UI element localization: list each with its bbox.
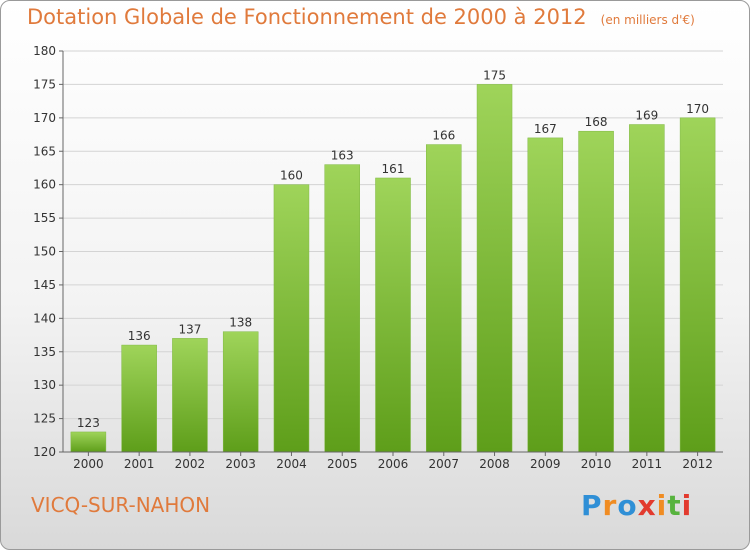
y-tick-label: 125 bbox=[33, 412, 56, 426]
title-main: Dotation Globale de Fonctionnement de 20… bbox=[27, 5, 587, 29]
data-label: 170 bbox=[686, 102, 709, 116]
logo-letter: o bbox=[617, 489, 638, 522]
bar bbox=[222, 331, 259, 453]
y-tick-label: 150 bbox=[33, 245, 56, 259]
bar bbox=[679, 117, 716, 453]
x-tick-label: 2011 bbox=[632, 457, 663, 471]
logo-letter: P bbox=[581, 489, 603, 522]
y-tick-label: 140 bbox=[33, 311, 56, 325]
data-label: 137 bbox=[178, 322, 201, 336]
x-tick-label: 2008 bbox=[479, 457, 510, 471]
x-tick-label: 2012 bbox=[682, 457, 713, 471]
title-unit-note: (en milliers d'€) bbox=[600, 13, 695, 27]
x-tick-label: 2005 bbox=[327, 457, 358, 471]
data-label: 168 bbox=[585, 115, 608, 129]
bar bbox=[70, 431, 107, 453]
data-label: 166 bbox=[432, 129, 455, 143]
chart-title: Dotation Globale de Fonctionnement de 20… bbox=[27, 5, 695, 29]
data-label: 138 bbox=[229, 316, 252, 330]
x-tick-label: 2009 bbox=[530, 457, 561, 471]
x-tick-label: 2002 bbox=[175, 457, 206, 471]
bar bbox=[629, 124, 665, 453]
x-tick-label: 2010 bbox=[581, 457, 612, 471]
data-label: 136 bbox=[128, 329, 151, 343]
bar bbox=[476, 84, 513, 453]
y-tick-label: 135 bbox=[33, 345, 56, 359]
data-label: 160 bbox=[280, 169, 303, 183]
y-tick-label: 180 bbox=[33, 44, 56, 58]
data-label: 169 bbox=[635, 109, 658, 123]
logo-letter: i bbox=[681, 489, 693, 522]
bar bbox=[375, 177, 411, 453]
y-tick-label: 130 bbox=[33, 378, 56, 392]
bar bbox=[273, 184, 310, 453]
x-tick-label: 2006 bbox=[378, 457, 409, 471]
y-tick-label: 160 bbox=[33, 178, 56, 192]
x-tick-label: 2003 bbox=[225, 457, 256, 471]
bar bbox=[578, 130, 614, 453]
y-tick-label: 120 bbox=[33, 445, 56, 459]
bar bbox=[121, 344, 157, 453]
x-tick-label: 2000 bbox=[73, 457, 104, 471]
logo-letter: t bbox=[667, 489, 682, 522]
x-tick-label: 2004 bbox=[276, 457, 307, 471]
y-tick-label: 145 bbox=[33, 278, 56, 292]
y-tick-label: 165 bbox=[33, 144, 56, 158]
y-tick-label: 155 bbox=[33, 211, 56, 225]
proxiti-logo: Proxiti bbox=[581, 489, 692, 522]
bars bbox=[70, 84, 716, 453]
labels: 120 125 130 135 140 145 150 155 160 165 170 175 180 1… bbox=[33, 44, 713, 471]
data-label: 161 bbox=[382, 162, 405, 176]
logo-letter: x bbox=[637, 489, 657, 522]
x-tick-label: 2007 bbox=[428, 457, 459, 471]
y-tick-label: 170 bbox=[33, 111, 56, 125]
data-label: 167 bbox=[534, 122, 557, 136]
logo-letter: i bbox=[656, 489, 668, 522]
bar bbox=[324, 164, 360, 453]
axes bbox=[59, 50, 723, 456]
x-tick-label: 2001 bbox=[124, 457, 155, 471]
bar bbox=[172, 338, 208, 453]
bar bbox=[426, 144, 462, 453]
commune-name: VICQ-SUR-NAHON bbox=[31, 493, 211, 517]
data-label: 123 bbox=[77, 416, 100, 430]
bar bbox=[527, 137, 564, 453]
y-tick-label: 175 bbox=[33, 77, 56, 91]
logo-letter: r bbox=[602, 489, 618, 522]
data-label: 163 bbox=[331, 149, 354, 163]
data-label: 175 bbox=[483, 68, 506, 82]
